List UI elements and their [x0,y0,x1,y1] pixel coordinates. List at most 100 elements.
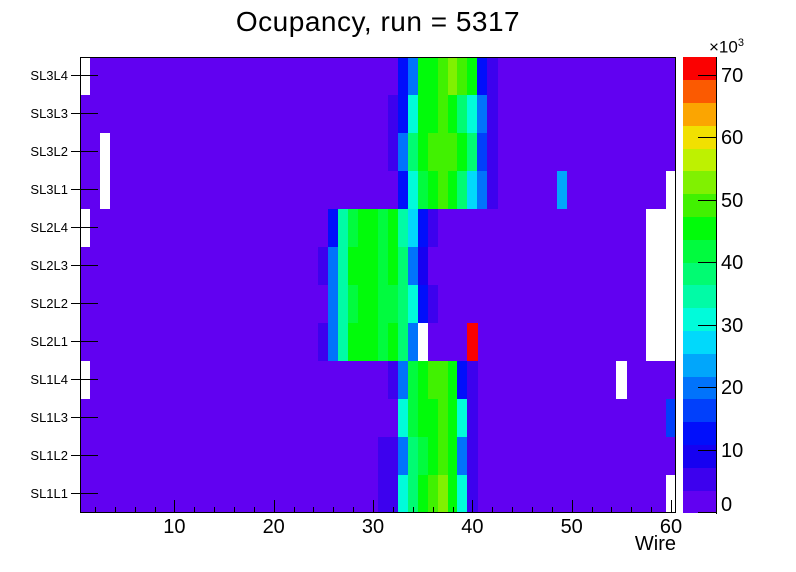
heatmap-cell [417,57,429,96]
y-axis-tick [71,493,98,494]
heatmap-cell [427,399,439,438]
heatmap-cell [477,171,488,210]
heatmap-cell [427,208,439,248]
heatmap-cell [318,323,329,362]
x-axis-minor-tick [154,507,156,513]
colorbar-tick [698,262,717,264]
x-axis-minor-tick [313,507,315,513]
heatmap-cell [368,208,379,248]
heatmap-cell [397,437,409,476]
heatmap-cell [467,399,478,438]
heatmap-cell [487,132,498,172]
heatmap-empty-cell [666,171,677,210]
heatmap-cell [427,94,439,134]
y-axis-tick [71,379,98,380]
heatmap-empty-cell [656,247,667,286]
heatmap-cell [427,437,439,476]
heatmap-cell [457,94,468,134]
heatmap-cell [417,132,429,172]
x-axis-minor-tick [233,507,235,513]
heatmap-cell [437,360,449,400]
colorbar-band [683,421,716,446]
colorbar-tick-label: 30 [721,314,744,337]
colorbar-axis-line [716,57,717,514]
heatmap-cell [328,285,339,324]
colorbar-band [683,125,716,149]
colorbar-tick [698,74,717,76]
colorbar-tick-label: 40 [721,252,744,275]
y-axis-row-label: SL3L4 [30,68,68,83]
colorbar-tick-label: 50 [721,189,744,212]
heatmap-cell [467,171,478,210]
heatmap-cell [387,94,399,134]
heatmap-cell [487,57,498,96]
heatmap-empty-cell [80,57,91,96]
heatmap-cell [467,475,478,514]
heatmap-cell [666,399,677,438]
heatmap-empty-cell [666,247,677,286]
heatmap-cell [457,171,468,210]
heatmap-cell [397,247,409,286]
plot-title: Ocupancy, run = 5317 [235,6,521,37]
heatmap-cell [457,437,468,476]
colorbar [683,57,716,514]
x-axis-minor-tick [432,507,434,513]
colorbar-tick [698,324,717,326]
heatmap-cell [378,437,389,476]
heatmap-cell [447,132,458,172]
heatmap-cell [457,132,468,172]
heatmap-cell [378,475,389,514]
y-axis-tick [71,189,98,190]
heatmap-cell [407,171,419,210]
heatmap-cell [348,208,359,248]
heatmap-cell [407,437,419,476]
heatmap-plot-area[interactable] [71,57,677,514]
heatmap-cell [338,323,349,362]
colorbar-tick-label: 20 [721,377,744,400]
heatmap-empty-cell [656,323,667,362]
y-axis-row-label: SL2L4 [30,220,68,235]
colorbar-band [683,330,716,354]
heatmap-cell [467,360,478,400]
heatmap-cell [467,94,478,134]
heatmap-cell [417,208,429,248]
heatmap-cell [447,437,458,476]
y-axis-row-label: SL2L2 [30,296,68,311]
heatmap-cell [397,360,409,400]
heatmap-cell [417,94,429,134]
heatmap-cell [387,132,399,172]
heatmap-cell [427,171,439,210]
heatmap-empty-cell [646,208,657,248]
x-axis-minor-tick [631,507,633,513]
y-axis-tick [71,113,98,114]
heatmap-cell [447,171,458,210]
heatmap-cell [407,323,419,362]
x-axis-tick-label: 40 [461,516,484,538]
heatmap-cell [407,475,419,514]
heatmap-cell [407,57,419,96]
heatmap-cell [368,247,379,286]
heatmap-cell [447,94,458,134]
colorbar-band [683,79,716,104]
y-axis-row-label: SL2L3 [30,258,68,273]
heatmap-cell [457,399,468,438]
heatmap-cell [447,399,458,438]
x-axis-major-tick [671,500,673,513]
colorbar-band [683,490,716,514]
colorbar-tick [698,199,717,201]
heatmap-cell [467,437,478,476]
heatmap-empty-cell [666,323,677,362]
y-axis-row-label: SL3L3 [30,106,68,121]
y-axis-row-label: SL2L1 [30,334,68,349]
heatmap-cell [427,285,439,324]
heatmap-empty-cell [646,285,657,324]
heatmap-cell [318,247,329,286]
x-axis-minor-tick [412,507,414,513]
heatmap-cell [457,57,468,96]
x-axis-minor-tick [114,507,116,513]
colorbar-band [683,262,716,286]
heatmap-cell [387,475,399,514]
heatmap-cell [338,208,349,248]
heatmap-cell [417,285,429,324]
heatmap-cell [407,94,419,134]
